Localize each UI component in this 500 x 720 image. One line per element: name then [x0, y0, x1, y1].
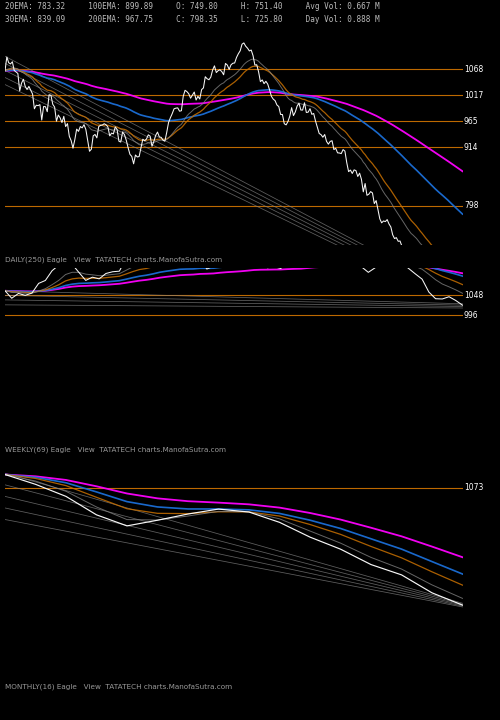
Text: 965: 965: [464, 117, 478, 126]
Text: 914: 914: [464, 143, 478, 151]
Text: DAILY(250) Eagle   View  TATATECH charts.ManofaSutra.com: DAILY(250) Eagle View TATATECH charts.Ma…: [5, 256, 222, 263]
Text: 1068: 1068: [464, 65, 483, 74]
Text: 1073: 1073: [464, 483, 483, 492]
Text: MONTHLY(16) Eagle   View  TATATECH charts.ManofaSutra.com: MONTHLY(16) Eagle View TATATECH charts.M…: [5, 684, 232, 690]
Text: 798: 798: [464, 201, 478, 210]
Text: 1048: 1048: [464, 291, 483, 300]
Text: 20EMA: 783.32     100EMA: 899.89     O: 749.80     H: 751.40     Avg Vol: 0.667 : 20EMA: 783.32 100EMA: 899.89 O: 749.80 H…: [5, 2, 380, 11]
Text: 996: 996: [464, 310, 478, 320]
Text: 1017: 1017: [464, 91, 483, 99]
Text: 30EMA: 839.09     200EMA: 967.75     C: 798.35     L: 725.80     Day Vol: 0.888 : 30EMA: 839.09 200EMA: 967.75 C: 798.35 L…: [5, 15, 380, 24]
Text: WEEKLY(69) Eagle   View  TATATECH charts.ManofaSutra.com: WEEKLY(69) Eagle View TATATECH charts.Ma…: [5, 446, 226, 453]
